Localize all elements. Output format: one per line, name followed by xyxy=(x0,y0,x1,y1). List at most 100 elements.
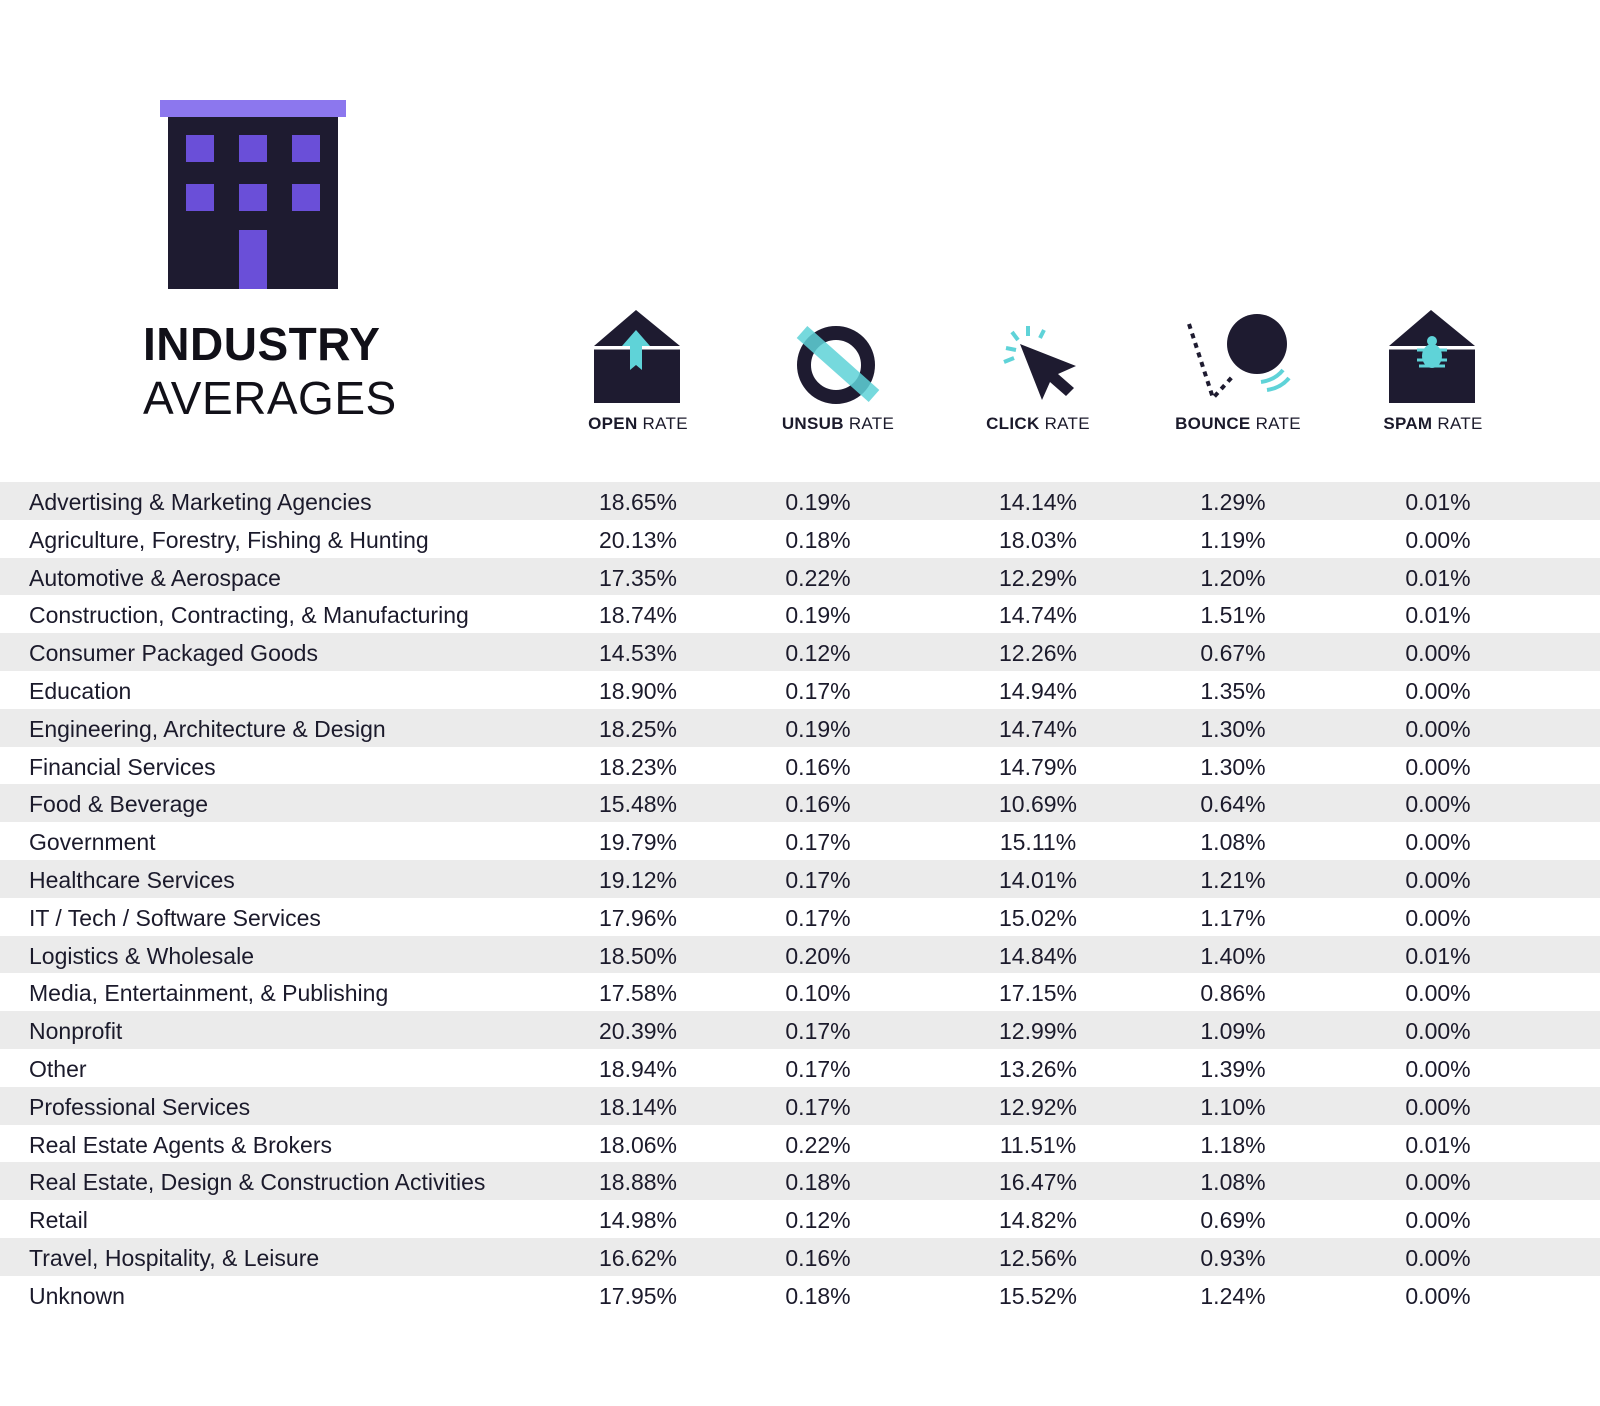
bounce-rate-cell: 1.09% xyxy=(1200,1018,1266,1045)
bounce-rate-cell: 0.93% xyxy=(1200,1244,1266,1271)
column-label-bold: CLICK xyxy=(986,414,1040,433)
open-rate-cell: 18.90% xyxy=(598,677,677,704)
industry-name: Construction, Contracting, & Manufacturi… xyxy=(29,602,469,629)
click-rate-cell: 14.84% xyxy=(998,942,1077,969)
bounce-rate-cell: 1.18% xyxy=(1200,1131,1266,1158)
table-row: Agriculture, Forestry, Fishing & Hunting… xyxy=(0,520,1600,558)
industry-name: Unknown xyxy=(29,1282,125,1309)
title-block: INDUSTRY AVERAGES xyxy=(143,318,397,426)
bounce-rate-cell: 1.35% xyxy=(1200,677,1266,704)
bounce-rate-cell: 1.24% xyxy=(1200,1282,1266,1309)
table-row: Education 18.90% 0.17% 14.94% 1.35% 0.00% xyxy=(0,671,1600,709)
table-row: Construction, Contracting, & Manufacturi… xyxy=(0,595,1600,633)
industry-name: IT / Tech / Software Services xyxy=(29,904,321,931)
building-icon xyxy=(160,100,346,289)
spam-rate-cell: 0.00% xyxy=(1405,640,1471,667)
industry-name: Food & Beverage xyxy=(29,791,209,818)
page-title: INDUSTRY xyxy=(143,318,381,370)
unsub-rate-cell: 0.17% xyxy=(785,677,851,704)
unsub-rate-cell: 0.16% xyxy=(785,753,851,780)
unsub-rate-cell: 0.12% xyxy=(785,640,851,667)
column-label-rest: RATE xyxy=(843,414,895,433)
table-row: IT / Tech / Software Services 17.96% 0.17%… xyxy=(0,898,1600,936)
unsub-rate-cell: 0.12% xyxy=(785,1207,851,1234)
spam-rate-cell: 0.01% xyxy=(1405,942,1471,969)
industry-name: Automotive & Aerospace xyxy=(29,564,281,591)
column-header-bounce: BOUNCE RATE xyxy=(1153,310,1323,434)
unsub-rate-cell: 0.19% xyxy=(785,602,851,629)
open-rate-cell: 17.35% xyxy=(598,564,677,591)
unsub-rate-cell: 0.16% xyxy=(785,791,851,818)
spam-rate-cell: 0.00% xyxy=(1405,1207,1471,1234)
open-rate-cell: 18.94% xyxy=(598,1055,677,1082)
table-row: Logistics & Wholesale 18.50% 0.20% 14.84% 1.… xyxy=(0,935,1600,974)
industry-name: Media, Entertainment, & Publishing xyxy=(29,980,389,1007)
unsubscribe-icon xyxy=(796,326,880,404)
spam-rate-cell: 0.00% xyxy=(1405,1055,1471,1082)
table-row: Other 18.94% 0.17% 13.26% 1.39% 0.00% xyxy=(0,1049,1600,1087)
unsub-rate-cell: 0.22% xyxy=(785,1131,851,1158)
open-rate-cell: 19.12% xyxy=(598,866,677,893)
spam-rate-cell: 0.00% xyxy=(1405,677,1471,704)
table-row: Real Estate Agents & Brokers 18.06% 0.22% 1… xyxy=(0,1125,1600,1163)
open-rate-cell: 20.39% xyxy=(598,1018,677,1045)
table-row: Financial Services 18.23% 0.16% 14.79% 1.30%… xyxy=(0,747,1600,785)
bounce-rate-cell: 1.40% xyxy=(1200,942,1266,969)
spam-rate-cell: 0.00% xyxy=(1405,1018,1471,1045)
industry-name: Education xyxy=(29,677,132,704)
industry-name: Retail xyxy=(29,1207,88,1234)
bounce-rate-cell: 1.39% xyxy=(1200,1055,1266,1082)
column-label-rest: RATE xyxy=(1250,414,1301,433)
unsub-rate-cell: 0.20% xyxy=(785,942,851,969)
spam-rate-cell: 0.01% xyxy=(1405,602,1471,629)
click-rate-cell: 14.74% xyxy=(998,715,1077,742)
bounce-rate-cell: 1.29% xyxy=(1200,489,1266,515)
spam-rate-cell: 0.00% xyxy=(1405,866,1471,893)
open-rate-cell: 20.13% xyxy=(598,526,677,553)
click-rate-cell: 12.92% xyxy=(998,1093,1077,1120)
industry-name: Agriculture, Forestry, Fishing & Hunting xyxy=(29,526,429,553)
spam-rate-cell: 0.00% xyxy=(1405,829,1471,856)
bounce-ball-icon xyxy=(1187,314,1291,402)
spam-rate-cell: 0.00% xyxy=(1405,1093,1471,1120)
industry-name: Engineering, Architecture & Design xyxy=(29,715,386,742)
industry-name: Real Estate Agents & Brokers xyxy=(29,1131,332,1158)
industry-name: Nonprofit xyxy=(29,1018,123,1045)
click-rate-cell: 17.15% xyxy=(998,980,1077,1007)
unsub-rate-cell: 0.19% xyxy=(785,715,851,742)
industry-name: Consumer Packaged Goods xyxy=(29,640,318,667)
cursor-click-icon xyxy=(1003,326,1076,400)
column-label-rest: RATE xyxy=(1039,414,1090,433)
open-rate-cell: 14.98% xyxy=(598,1207,677,1234)
industry-name: Other xyxy=(29,1055,87,1082)
unsub-rate-cell: 0.18% xyxy=(785,1282,851,1309)
click-rate-cell: 12.99% xyxy=(998,1018,1077,1045)
envelope-open-icon xyxy=(594,310,680,403)
column-header-spam: SPAM RATE xyxy=(1348,310,1518,434)
open-rate-cell: 17.96% xyxy=(598,904,677,931)
unsub-rate-cell: 0.17% xyxy=(785,1018,851,1045)
unsub-rate-cell: 0.17% xyxy=(785,904,851,931)
column-label-bold: SPAM xyxy=(1383,414,1433,433)
industry-name: Professional Services xyxy=(29,1093,251,1120)
click-rate-cell: 14.74% xyxy=(998,602,1077,629)
table-row: Professional Services 18.14% 0.17% 12.92% 1.… xyxy=(0,1086,1600,1125)
open-rate-cell: 19.79% xyxy=(598,829,677,856)
table-row: Advertising & Marketing Agencies 18.65% 0.… xyxy=(0,482,1600,520)
click-rate-cell: 10.69% xyxy=(998,791,1077,818)
open-rate-cell: 14.53% xyxy=(598,640,677,667)
bounce-rate-cell: 1.20% xyxy=(1200,564,1266,591)
open-rate-cell: 16.62% xyxy=(598,1244,677,1271)
bounce-rate-cell: 1.21% xyxy=(1200,866,1266,893)
column-label-rest: RATE xyxy=(637,414,688,433)
click-rate-cell: 14.82% xyxy=(998,1207,1077,1234)
table-row: Food & Beverage 15.48% 0.16% 10.69% 0.64% 0.0… xyxy=(0,784,1600,823)
bounce-rate-cell: 0.86% xyxy=(1200,980,1266,1007)
open-rate-cell: 15.48% xyxy=(598,791,677,818)
table-row: Media, Entertainment, & Publishing 17.58%… xyxy=(0,973,1600,1011)
open-rate-cell: 18.14% xyxy=(598,1093,677,1120)
open-rate-cell: 18.23% xyxy=(598,753,677,780)
click-rate-cell: 11.51% xyxy=(999,1131,1077,1158)
spam-rate-cell: 0.00% xyxy=(1405,791,1471,818)
click-rate-cell: 14.79% xyxy=(998,753,1077,780)
